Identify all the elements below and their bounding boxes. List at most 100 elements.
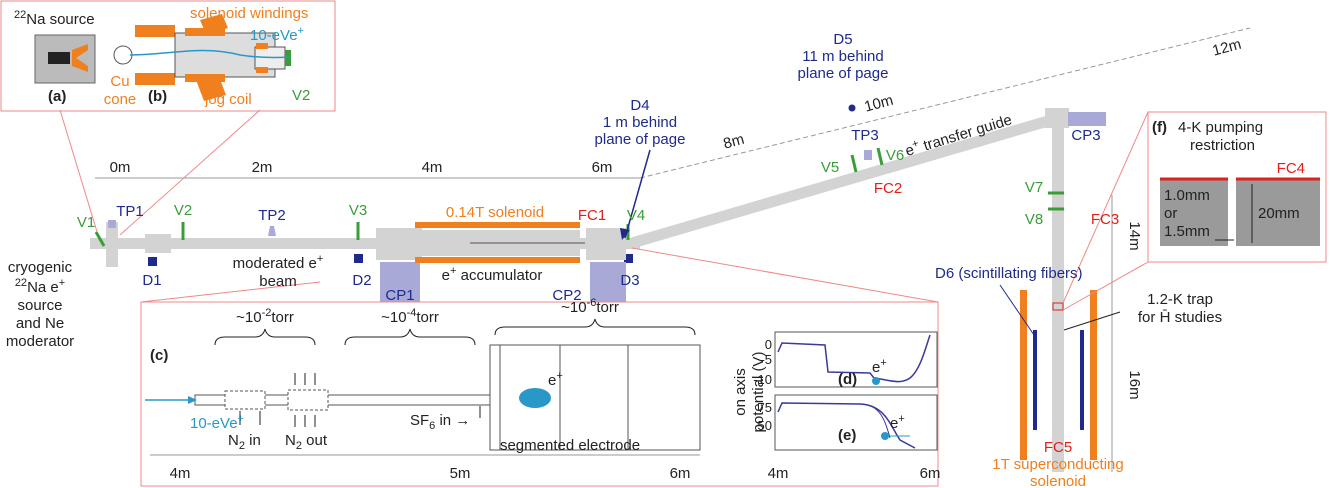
label-part: FC4 xyxy=(1277,160,1305,177)
label-part: Na source xyxy=(26,11,94,28)
label-part: D1 xyxy=(142,272,161,289)
label-part: e xyxy=(442,267,450,284)
label-part: cone xyxy=(104,91,137,108)
label-part: 75 xyxy=(758,400,772,415)
label: beam xyxy=(259,273,297,290)
label-part: for H̄ studies xyxy=(1138,309,1222,326)
label: 4m xyxy=(170,465,191,482)
label-part: 14m xyxy=(1126,221,1143,250)
label-part: D3 xyxy=(620,272,639,289)
label-part: or xyxy=(1164,205,1177,222)
valve xyxy=(852,155,856,172)
label: on axis xyxy=(732,368,749,416)
label: 10-eVe+ xyxy=(190,413,244,432)
label: 10-eVe+ xyxy=(250,25,304,44)
label-part: ~10 xyxy=(236,309,261,326)
target xyxy=(108,220,116,228)
label-part: + xyxy=(298,25,304,37)
label-part: + xyxy=(880,357,886,369)
label: (b) xyxy=(148,88,167,105)
label-part: D5 xyxy=(833,31,852,48)
label: 1.0mm xyxy=(1164,187,1210,204)
label-part: + xyxy=(898,413,904,425)
label-part: beam xyxy=(259,273,297,290)
label-part: 0 xyxy=(765,337,772,352)
label: FC2 xyxy=(874,180,902,197)
fiber xyxy=(1033,330,1037,430)
label-part: 10-eV xyxy=(250,27,290,44)
magnet xyxy=(1090,290,1097,460)
label-part: + xyxy=(556,370,562,382)
label-part: 50 xyxy=(758,418,772,433)
label: 6m xyxy=(592,159,613,176)
label-part: 1.2-K trap xyxy=(1147,291,1213,308)
label: V2 xyxy=(174,202,192,219)
label: 75 xyxy=(758,400,772,415)
label-part: on axis xyxy=(732,368,749,416)
label: plane of page xyxy=(595,131,686,148)
label-part: TP2 xyxy=(258,207,286,224)
label: CP3 xyxy=(1071,127,1100,144)
label-part: (a) xyxy=(48,88,66,105)
label-part: solenoid windings xyxy=(190,5,308,22)
label: 0 xyxy=(765,337,772,352)
cryopump xyxy=(1068,112,1106,126)
label: 8m xyxy=(722,131,747,153)
label: TP1 xyxy=(116,203,144,220)
label-part: TP3 xyxy=(851,127,879,144)
label-part: 2m xyxy=(252,159,273,176)
label: or xyxy=(1164,205,1177,222)
label: D4 xyxy=(630,97,649,114)
label: 0.14T solenoid xyxy=(446,204,544,221)
label: -10 xyxy=(753,372,772,387)
label: 10m xyxy=(863,92,896,116)
positron xyxy=(872,377,880,385)
label-part: FC2 xyxy=(874,180,902,197)
label-part: + xyxy=(238,413,244,425)
label: 6m xyxy=(920,465,941,482)
label-part: (b) xyxy=(148,88,167,105)
label: D6 (scintillating fibers) xyxy=(935,265,1083,282)
label: moderated e+ xyxy=(233,253,324,272)
label-part: 1T superconducting xyxy=(992,456,1123,473)
positron xyxy=(881,432,889,440)
label-part: 4m xyxy=(768,465,789,482)
label: (a) xyxy=(48,88,66,105)
label: (d) xyxy=(838,371,857,388)
label-part: segmented electrode xyxy=(500,437,640,454)
label-part: V2 xyxy=(174,202,192,219)
moderator-cell xyxy=(114,46,132,64)
label: 16m xyxy=(1126,370,1143,399)
label: moderator xyxy=(6,333,74,350)
label-part: Na e xyxy=(27,279,59,296)
diagram: 22Na sourcesolenoid windings10-eVe+(a)(b… xyxy=(0,0,1330,488)
label-part: + xyxy=(317,253,323,265)
label-part: V6 xyxy=(886,147,904,164)
label-part: Cu xyxy=(110,73,129,90)
solenoid xyxy=(415,222,580,228)
label-part: 4-K pumping xyxy=(1178,119,1263,136)
label-part: 4m xyxy=(170,465,191,482)
valve xyxy=(878,148,882,165)
label-part: -10 xyxy=(753,372,772,387)
label-part: and Ne xyxy=(16,315,64,332)
section xyxy=(288,390,328,410)
label: TP2 xyxy=(258,207,286,224)
label: 1T superconducting xyxy=(992,456,1123,473)
label-part: e xyxy=(890,415,898,432)
pointer xyxy=(1000,285,1034,335)
label: 6m xyxy=(670,465,691,482)
label: D1 xyxy=(142,272,161,289)
label-part: 5m xyxy=(450,465,471,482)
label: for H̄ studies xyxy=(1138,309,1222,326)
label: 1.5mm xyxy=(1164,223,1210,240)
label-part: e xyxy=(289,27,297,44)
label-part: N xyxy=(228,432,239,449)
label: FC5 xyxy=(1044,439,1072,456)
label-part: D6 (scintillating fibers) xyxy=(935,265,1083,282)
label: 22Na e+ xyxy=(15,277,65,296)
label-part: 1.5mm xyxy=(1164,223,1210,240)
label: CP1 xyxy=(385,287,414,304)
label: 1.2-K trap xyxy=(1147,291,1213,308)
label: D5 xyxy=(833,31,852,48)
